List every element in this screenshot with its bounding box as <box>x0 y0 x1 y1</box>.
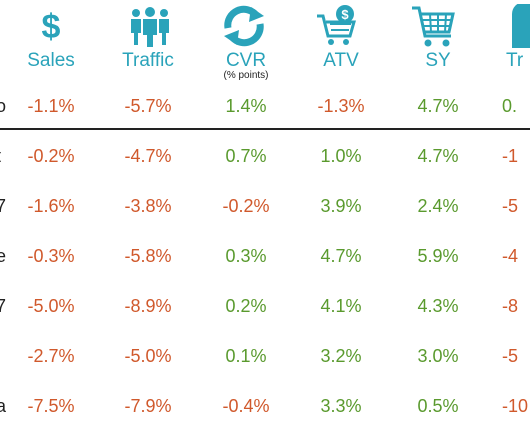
table-cell-tr: -10 <box>502 396 529 416</box>
table-cell-tr: -5 <box>502 346 519 366</box>
cart-dollar-icon: $ <box>317 5 356 45</box>
table-cell-sy: 2.4% <box>417 196 459 216</box>
table-cell-cvr: 1.4% <box>225 96 267 116</box>
row-label-fragment: e <box>0 246 7 266</box>
table-cell-sales: -1.1% <box>27 96 75 116</box>
table-cell-tr: -4 <box>502 246 519 266</box>
header-tr: Tr <box>506 50 524 71</box>
row-label-fragment: 7 <box>0 296 7 316</box>
table-cell-sy: 4.7% <box>417 96 459 116</box>
row-label-fragment: a <box>0 396 7 416</box>
header-cvr: CVR <box>225 50 267 71</box>
table-cell-cvr: 0.1% <box>225 346 267 366</box>
partial-icon <box>512 4 530 48</box>
table-cell-tr: -1 <box>502 146 519 166</box>
table-cell-traffic: -5.7% <box>124 96 172 116</box>
table-cell-sales: -5.0% <box>27 296 75 316</box>
table-cell-traffic: -5.8% <box>124 246 172 266</box>
header-cvr-sub: (% points) <box>223 70 269 81</box>
table-cell-cvr: 0.2% <box>225 296 267 316</box>
table-cell-cvr: -0.4% <box>222 396 270 416</box>
dollar-icon: $ <box>42 8 61 46</box>
row-label-fragment: o <box>0 96 7 116</box>
table-cell-tr: -8 <box>502 296 519 316</box>
divider-rule <box>0 128 530 130</box>
svg-text:$: $ <box>42 8 61 46</box>
table-cell-traffic: -7.9% <box>124 396 172 416</box>
table-cell-sy: 0.5% <box>417 396 459 416</box>
row-label-fragment: 7 <box>0 196 7 216</box>
people-icon <box>131 7 169 47</box>
table-cell-traffic: -4.7% <box>124 146 172 166</box>
table-cell-sy: 5.9% <box>417 246 459 266</box>
table-cell-atv: 3.9% <box>320 196 362 216</box>
table-cell-atv: 4.1% <box>320 296 362 316</box>
table-cell-sales: -0.3% <box>27 246 75 266</box>
svg-text:$: $ <box>341 7 349 22</box>
table-cell-cvr: 0.3% <box>225 246 267 266</box>
table-cell-atv: 3.3% <box>320 396 362 416</box>
table-cell-sales: -0.2% <box>27 146 75 166</box>
table-cell-atv: -1.3% <box>317 96 365 116</box>
table-cell-sy: 3.0% <box>417 346 459 366</box>
table-cell-atv: 4.7% <box>320 246 362 266</box>
table-cell-sy: 4.3% <box>417 296 459 316</box>
table-cell-cvr: -0.2% <box>222 196 270 216</box>
table-cell-tr: 0. <box>502 96 518 116</box>
refresh-arrows-icon <box>224 5 264 47</box>
header-traffic: Traffic <box>122 50 174 71</box>
table-cell-traffic: -8.9% <box>124 296 172 316</box>
table-cell-atv: 3.2% <box>320 346 362 366</box>
table-cell-traffic: -5.0% <box>124 346 172 366</box>
row-label-fragment: t <box>0 146 1 167</box>
header-sy: SY <box>425 50 451 71</box>
header-sales: Sales <box>27 50 75 71</box>
table-cell-cvr: 0.7% <box>225 146 267 166</box>
table-cell-tr: -5 <box>502 196 519 216</box>
shopping-cart-icon <box>412 6 455 47</box>
table-cell-sy: 4.7% <box>417 146 459 166</box>
table-cell-sales: -1.6% <box>27 196 75 216</box>
header-atv: ATV <box>323 50 359 71</box>
table-cell-traffic: -3.8% <box>124 196 172 216</box>
table-cell-atv: 1.0% <box>320 146 362 166</box>
table-cell-sales: -7.5% <box>27 396 75 416</box>
table-cell-sales: -2.7% <box>27 346 75 366</box>
